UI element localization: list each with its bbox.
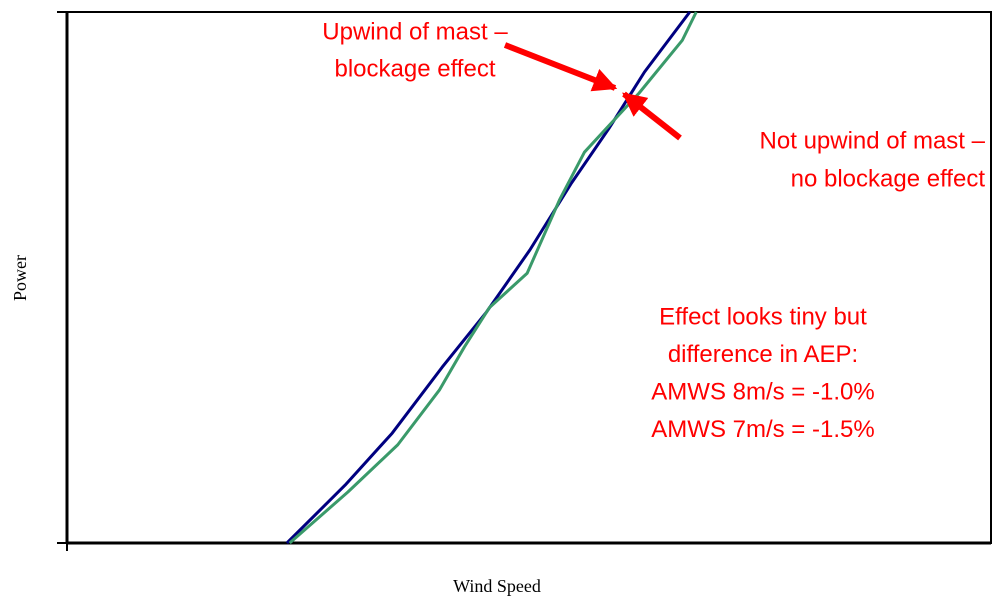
plot-frame — [66, 11, 992, 544]
x-axis-label: Wind Speed — [453, 576, 541, 596]
annotation: AMWS 7m/s = -1.5% — [651, 416, 874, 443]
annotation: blockage effect — [334, 55, 495, 82]
annotation: AMWS 8m/s = -1.0% — [651, 378, 874, 405]
arrow — [503, 42, 618, 92]
annotation: Upwind of mast – — [322, 18, 508, 45]
arrow — [622, 91, 682, 141]
y-axis-label: Power — [10, 255, 30, 301]
annotation: Effect looks tiny but — [659, 303, 867, 330]
series-line — [285, 11, 691, 545]
annotation: Not upwind of mast – — [760, 127, 986, 154]
series-group — [285, 11, 698, 545]
series-line — [288, 11, 698, 545]
annotation: no blockage effect — [791, 165, 986, 192]
annotation: difference in AEP: — [668, 341, 858, 368]
